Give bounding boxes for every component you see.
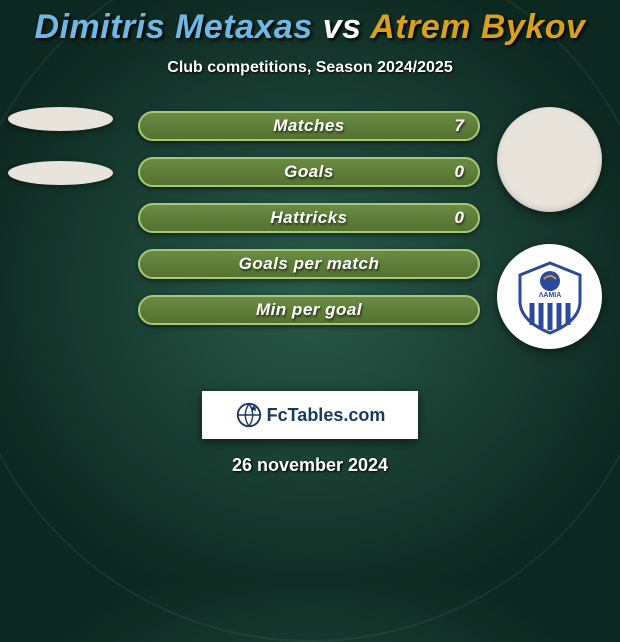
stat-label: Min per goal <box>140 300 478 320</box>
stat-bar-goals-per-match: Goals per match <box>138 249 480 279</box>
player2-column: ΛΑΜΙΑ <box>497 107 602 349</box>
date-text: 26 november 2024 <box>0 455 620 476</box>
player2-avatar <box>497 107 602 212</box>
stat-label: Hattricks <box>140 208 478 228</box>
vs-text: vs <box>323 8 362 46</box>
stat-right-value: 0 <box>455 208 464 228</box>
stat-bar-goals: Goals 0 <box>138 157 480 187</box>
stat-bars: Matches 7 Goals 0 Hattricks 0 Goals per … <box>138 111 480 341</box>
stat-bar-matches: Matches 7 <box>138 111 480 141</box>
brand-globe-icon <box>235 401 263 429</box>
comparison-title: Dimitris Metaxas vs Atrem Bykov <box>0 0 620 47</box>
stat-label: Goals per match <box>140 254 478 274</box>
club-crest-icon: ΛΑΜΙΑ <box>510 257 590 337</box>
stat-bar-hattricks: Hattricks 0 <box>138 203 480 233</box>
stat-right-value: 0 <box>455 162 464 182</box>
player1-club-placeholder <box>8 161 113 185</box>
brand-text: FcTables.com <box>267 405 386 426</box>
player2-club-badge: ΛΑΜΙΑ <box>497 244 602 349</box>
stat-label: Matches <box>140 116 478 136</box>
svg-text:ΛΑΜΙΑ: ΛΑΜΙΑ <box>538 292 561 299</box>
stat-label: Goals <box>140 162 478 182</box>
comparison-content: Matches 7 Goals 0 Hattricks 0 Goals per … <box>0 107 620 367</box>
stat-bar-min-per-goal: Min per goal <box>138 295 480 325</box>
brand-plate: FcTables.com <box>202 391 418 439</box>
stat-right-value: 7 <box>455 116 464 136</box>
subtitle: Club competitions, Season 2024/2025 <box>0 59 620 77</box>
player1-column <box>8 107 113 185</box>
player1-avatar-placeholder <box>8 107 113 131</box>
player2-name: Atrem Bykov <box>370 8 585 46</box>
player1-name: Dimitris Metaxas <box>35 8 313 46</box>
